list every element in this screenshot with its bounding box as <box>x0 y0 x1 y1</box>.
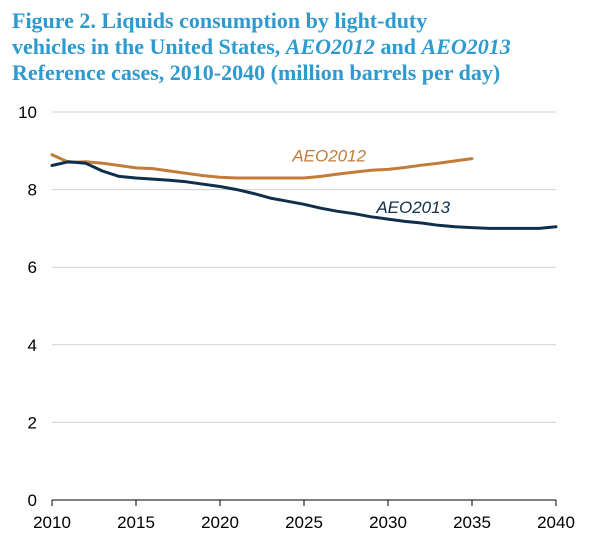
title-line-2-part-b: AEO2012 <box>285 34 376 59</box>
y-tick-label-4: 4 <box>28 336 37 355</box>
chart-title: Figure 2. Liquids consumption by light-d… <box>12 8 587 86</box>
title-line-1: Figure 2. Liquids consumption by light-d… <box>12 8 428 33</box>
y-tick-label-0: 0 <box>28 491 37 510</box>
gridlines <box>52 111 556 501</box>
series-label-aeo2012: AEO2012 <box>291 147 366 166</box>
x-tick-label-2020: 2020 <box>201 513 239 532</box>
x-tick-label-2030: 2030 <box>369 513 407 532</box>
y-tick-label-2: 2 <box>28 413 37 432</box>
x-tick-label-2025: 2025 <box>285 513 323 532</box>
title-line-2-part-c: and <box>375 34 422 59</box>
x-axis-ticks: 2010 2015 2020 2025 2030 2035 2040 <box>33 500 575 532</box>
title-line-3: Reference cases, 2010-2040 (million barr… <box>12 60 501 85</box>
y-tick-label-6: 6 <box>28 258 37 277</box>
y-tick-label-8: 8 <box>28 181 37 200</box>
x-tick-label-2035: 2035 <box>453 513 491 532</box>
series-labels: AEO2012 AEO2013 <box>291 147 450 217</box>
title-line-2: vehicles in the United States, AEO2012 a… <box>12 34 587 60</box>
y-tick-label-10: 10 <box>18 103 37 122</box>
x-tick-label-2015: 2015 <box>117 513 155 532</box>
title-line-2-part-d: AEO2013 <box>421 34 511 59</box>
title-line-2-part-a: vehicles in the United States, <box>12 34 286 59</box>
series-line-aeo2012 <box>50 153 474 180</box>
series-line-aeo2013 <box>50 160 558 230</box>
series-label-aeo2013: AEO2013 <box>375 198 450 217</box>
x-tick-label-2010: 2010 <box>33 513 71 532</box>
y-axis-ticks: 0 2 4 6 8 10 <box>18 103 37 510</box>
series-lines <box>50 153 558 230</box>
x-tick-label-2040: 2040 <box>537 513 575 532</box>
